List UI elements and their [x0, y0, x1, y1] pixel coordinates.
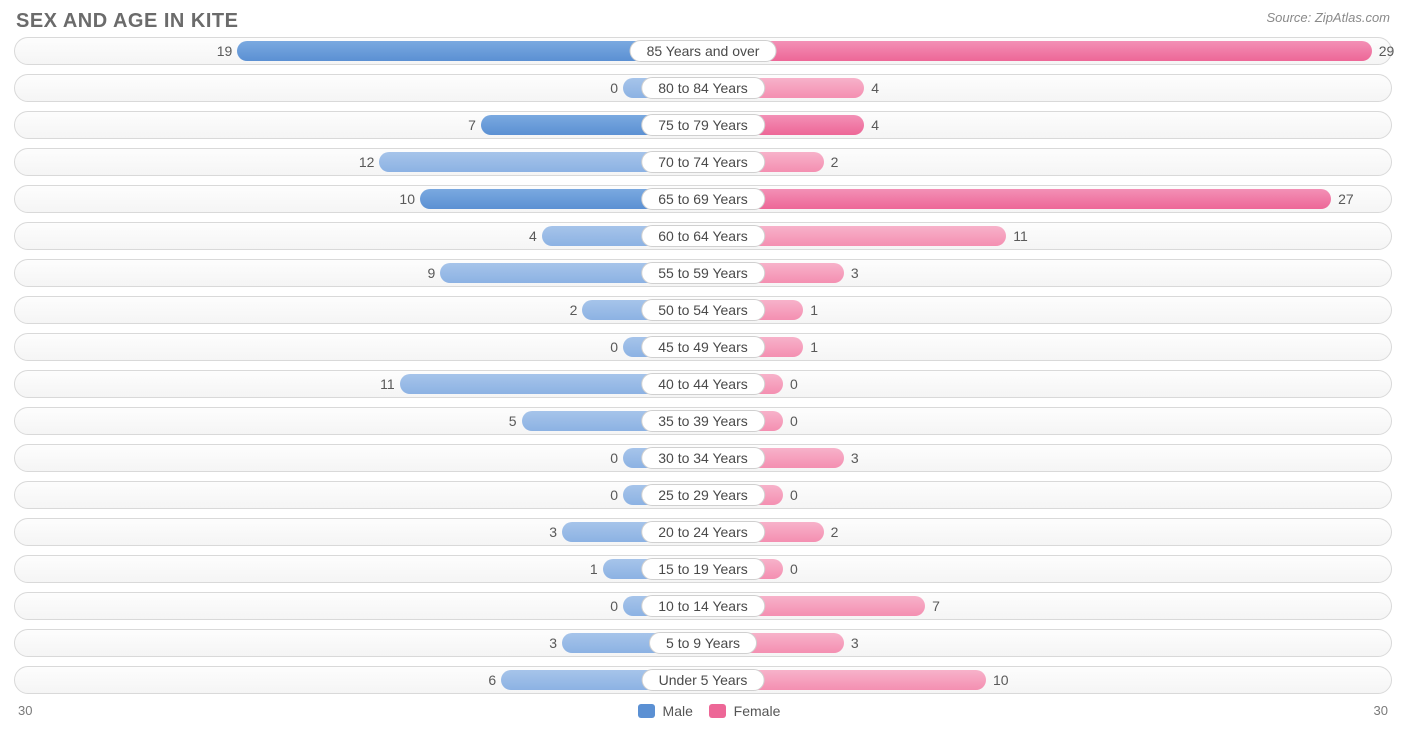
- age-category-pill: 25 to 29 Years: [641, 484, 765, 506]
- female-bar: [703, 189, 1331, 209]
- female-value: 3: [845, 630, 859, 656]
- age-category-pill: 50 to 54 Years: [641, 299, 765, 321]
- female-value: 0: [784, 371, 798, 397]
- female-value: 1: [804, 334, 818, 360]
- age-row: 1 0 15 to 19 Years: [14, 555, 1392, 583]
- age-category-pill: 80 to 84 Years: [641, 77, 765, 99]
- male-value: 0: [610, 593, 624, 619]
- age-category-pill: 65 to 69 Years: [641, 188, 765, 210]
- age-category-pill: 20 to 24 Years: [641, 521, 765, 543]
- male-value: 9: [428, 260, 442, 286]
- male-value: 1: [590, 556, 604, 582]
- age-category-pill: 35 to 39 Years: [641, 410, 765, 432]
- age-row: 4 11 60 to 64 Years: [14, 222, 1392, 250]
- age-category-pill: 10 to 14 Years: [641, 595, 765, 617]
- age-category-pill: 85 Years and over: [630, 40, 777, 62]
- age-category-pill: 55 to 59 Years: [641, 262, 765, 284]
- age-row: 0 4 80 to 84 Years: [14, 74, 1392, 102]
- female-value: 0: [784, 408, 798, 434]
- female-value: 3: [845, 445, 859, 471]
- female-value: 27: [1332, 186, 1354, 212]
- female-value: 2: [825, 149, 839, 175]
- age-row: 7 4 75 to 79 Years: [14, 111, 1392, 139]
- male-value: 5: [509, 408, 523, 434]
- male-value: 11: [380, 371, 401, 397]
- age-category-pill: Under 5 Years: [642, 669, 765, 691]
- male-value: 3: [549, 519, 563, 545]
- male-value: 0: [610, 334, 624, 360]
- age-row: 11 0 40 to 44 Years: [14, 370, 1392, 398]
- age-row: 9 3 55 to 59 Years: [14, 259, 1392, 287]
- female-swatch-icon: [709, 704, 726, 718]
- age-row: 0 7 10 to 14 Years: [14, 592, 1392, 620]
- age-row: 0 1 45 to 49 Years: [14, 333, 1392, 361]
- age-category-pill: 40 to 44 Years: [641, 373, 765, 395]
- female-value: 0: [784, 556, 798, 582]
- legend-male-label: Male: [663, 703, 693, 719]
- female-value: 3: [845, 260, 859, 286]
- age-category-pill: 30 to 34 Years: [641, 447, 765, 469]
- male-value: 4: [529, 223, 543, 249]
- age-category-pill: 5 to 9 Years: [649, 632, 757, 654]
- female-value: 2: [825, 519, 839, 545]
- chart-legend: Male Female: [18, 703, 1388, 719]
- age-row: 19 29 85 Years and over: [14, 37, 1392, 65]
- male-value: 19: [217, 38, 239, 64]
- female-value: 29: [1373, 38, 1395, 64]
- male-value: 3: [549, 630, 563, 656]
- age-row: 2 1 50 to 54 Years: [14, 296, 1392, 324]
- age-row: 5 0 35 to 39 Years: [14, 407, 1392, 435]
- female-value: 4: [865, 112, 879, 138]
- female-value: 10: [987, 667, 1009, 693]
- age-row: 6 10 Under 5 Years: [14, 666, 1392, 694]
- female-value: 7: [926, 593, 940, 619]
- male-value: 7: [468, 112, 482, 138]
- male-value: 0: [610, 445, 624, 471]
- chart-title: SEX AND AGE IN KITE: [16, 10, 239, 33]
- age-category-pill: 45 to 49 Years: [641, 336, 765, 358]
- female-value: 0: [784, 482, 798, 508]
- age-category-pill: 70 to 74 Years: [641, 151, 765, 173]
- age-row: 12 2 70 to 74 Years: [14, 148, 1392, 176]
- population-pyramid-chart: 192985 Years and over0480 to 84 Years747…: [0, 37, 1406, 694]
- age-category-pill: 75 to 79 Years: [641, 114, 765, 136]
- male-value: 0: [610, 75, 624, 101]
- male-value: 0: [610, 482, 624, 508]
- male-value: 12: [359, 149, 381, 175]
- age-row: 0 3 30 to 34 Years: [14, 444, 1392, 472]
- age-row: 0 0 25 to 29 Years: [14, 481, 1392, 509]
- source-attribution: Source: ZipAtlas.com: [1266, 10, 1390, 25]
- male-value: 6: [488, 667, 502, 693]
- legend-female-label: Female: [734, 703, 781, 719]
- age-row: 3 2 20 to 24 Years: [14, 518, 1392, 546]
- male-swatch-icon: [638, 704, 655, 718]
- axis-right-max: 30: [1374, 703, 1388, 718]
- female-value: 1: [804, 297, 818, 323]
- male-value: 2: [570, 297, 584, 323]
- female-bar: [703, 41, 1372, 61]
- age-category-pill: 15 to 19 Years: [641, 558, 765, 580]
- male-value: 10: [399, 186, 421, 212]
- female-value: 4: [865, 75, 879, 101]
- axis-left-max: 30: [18, 703, 32, 718]
- age-category-pill: 60 to 64 Years: [641, 225, 765, 247]
- age-row: 10 27 65 to 69 Years: [14, 185, 1392, 213]
- female-value: 11: [1007, 223, 1028, 249]
- age-row: 3 3 5 to 9 Years: [14, 629, 1392, 657]
